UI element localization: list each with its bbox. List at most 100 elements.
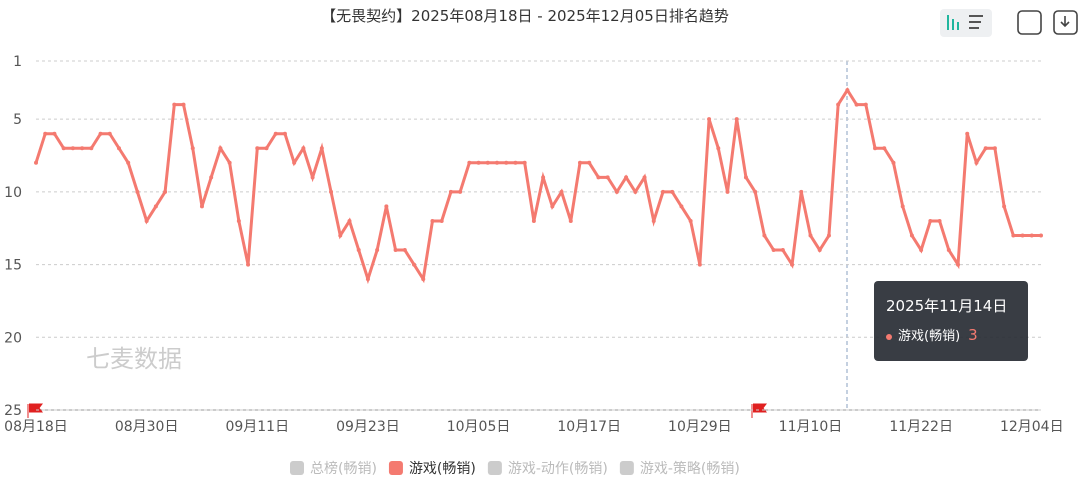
legend-item[interactable]: 总榜(畅销) xyxy=(290,460,377,477)
point xyxy=(642,175,647,180)
point xyxy=(375,248,380,253)
legend-item[interactable]: 游戏(畅销) xyxy=(388,461,476,477)
y-tick-label: 1 xyxy=(13,54,22,70)
point xyxy=(144,218,149,223)
point xyxy=(900,204,905,209)
point xyxy=(264,146,269,151)
icon xyxy=(947,15,949,30)
point xyxy=(495,160,500,165)
point xyxy=(605,175,610,180)
point xyxy=(181,102,186,107)
point xyxy=(504,160,509,165)
point xyxy=(52,131,57,136)
legend-label: 游戏(畅销) xyxy=(409,461,476,477)
point xyxy=(596,175,601,180)
legend-label: 总榜(畅销) xyxy=(310,460,377,477)
point xyxy=(43,131,48,136)
point xyxy=(956,262,961,267)
point xyxy=(780,248,785,253)
point xyxy=(743,175,748,180)
x-tick-label: 08月18日 xyxy=(4,419,68,435)
point xyxy=(577,160,582,165)
point xyxy=(273,131,278,136)
icon xyxy=(969,27,979,29)
watermark: 七麦数据 xyxy=(86,345,182,373)
legend-swatch xyxy=(619,461,634,475)
toolbar[interactable] xyxy=(940,9,1078,37)
tooltip-title: 2025年11月14日 xyxy=(886,297,1008,315)
point xyxy=(255,146,260,151)
legend-item[interactable]: 游戏-策略(畅销) xyxy=(619,460,740,477)
point xyxy=(292,160,297,165)
y-tick-label: 15 xyxy=(4,258,22,274)
point xyxy=(882,146,887,151)
point xyxy=(393,248,398,253)
point xyxy=(817,248,822,253)
point xyxy=(513,160,518,165)
point xyxy=(983,146,988,151)
x-tick-label: 11月22日 xyxy=(889,419,953,435)
point xyxy=(126,160,131,165)
point xyxy=(1029,233,1034,238)
download-button[interactable] xyxy=(1053,10,1078,35)
point xyxy=(301,146,306,151)
y-tick-label: 20 xyxy=(4,330,22,346)
point xyxy=(1011,233,1016,238)
point xyxy=(246,262,251,267)
point xyxy=(836,102,841,107)
point xyxy=(384,204,389,209)
legend-label: 游戏-策略(畅销) xyxy=(640,460,740,477)
point xyxy=(992,146,997,151)
point xyxy=(928,218,933,223)
point xyxy=(135,189,140,194)
point xyxy=(919,248,924,253)
point xyxy=(614,189,619,194)
legend-item[interactable]: 游戏-动作(畅销) xyxy=(487,461,608,477)
point xyxy=(771,248,776,253)
point xyxy=(70,146,75,151)
x-tick-label: 12月04日 xyxy=(1000,419,1064,435)
icon xyxy=(969,15,983,17)
point xyxy=(282,131,287,136)
image-button[interactable] xyxy=(1017,10,1042,35)
point xyxy=(946,248,951,253)
tooltip-row: 游戏(畅销) 3 xyxy=(886,325,978,344)
point xyxy=(845,88,850,93)
point xyxy=(236,218,241,223)
point xyxy=(199,204,204,209)
point xyxy=(624,175,629,180)
point xyxy=(458,189,463,194)
point xyxy=(707,117,712,122)
chart-title: 【无畏契约】2025年08月18日 - 2025年12月05日排名趋势 xyxy=(321,7,729,25)
x-tick-label: 09月23日 xyxy=(336,419,400,435)
point xyxy=(633,189,638,194)
point xyxy=(347,218,352,223)
flag xyxy=(27,403,43,418)
x-tick-label: 11月10日 xyxy=(779,419,843,435)
legend-swatch xyxy=(290,461,304,475)
point xyxy=(568,218,573,223)
icon xyxy=(952,19,954,30)
tooltip-value: 3 xyxy=(968,326,978,344)
point xyxy=(909,233,914,238)
point xyxy=(448,189,453,194)
point xyxy=(365,277,370,282)
series-line xyxy=(34,87,1041,285)
legend-swatch xyxy=(487,461,502,475)
point xyxy=(854,102,859,107)
point xyxy=(227,160,232,165)
flag xyxy=(751,403,767,418)
point xyxy=(319,146,324,151)
x-tick-label: 08月30日 xyxy=(115,419,179,435)
point xyxy=(762,233,767,238)
point xyxy=(863,102,868,107)
icon xyxy=(957,22,959,30)
point xyxy=(485,160,490,165)
point xyxy=(218,146,223,151)
point xyxy=(34,160,38,165)
point xyxy=(190,146,195,151)
point xyxy=(338,233,343,238)
point xyxy=(107,131,112,136)
point xyxy=(974,160,979,165)
